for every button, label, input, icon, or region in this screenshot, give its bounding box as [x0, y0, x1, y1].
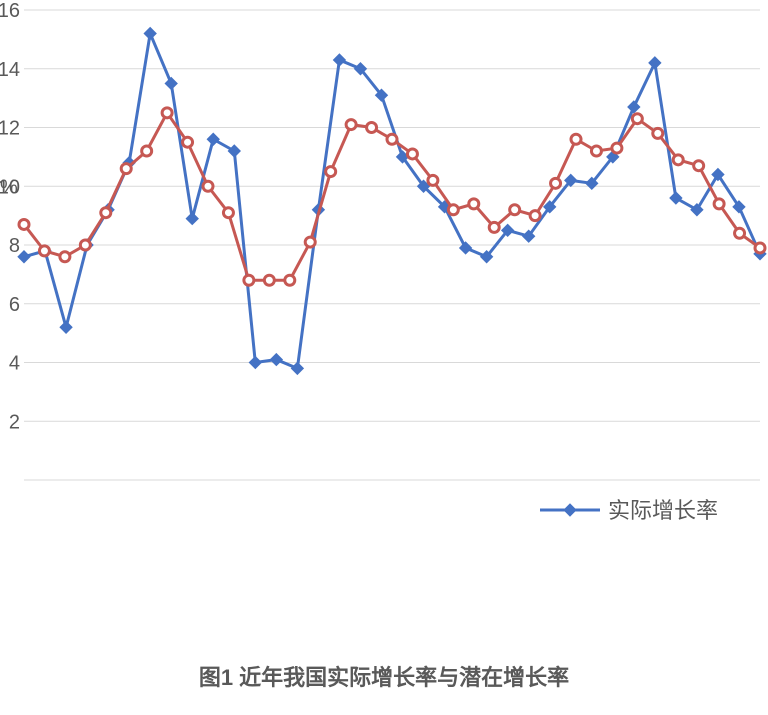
series-marker [346, 120, 356, 130]
series-marker [80, 240, 90, 250]
series-marker [285, 275, 295, 285]
chart-container: 246810121416%实际增长率潜在增长率 图1 近年我国实际增长率与潜在增… [0, 0, 768, 710]
series-marker [264, 275, 274, 285]
series-marker [387, 134, 397, 144]
series-marker [714, 199, 724, 209]
series-marker [571, 134, 581, 144]
series-marker [612, 143, 622, 153]
series-marker [735, 228, 745, 238]
series-marker [489, 222, 499, 232]
series-marker [653, 128, 663, 138]
y-tick-label: 16 [0, 0, 20, 22]
y-tick-label: 8 [9, 235, 20, 257]
y-tick-label: 2 [9, 411, 20, 433]
series-marker [469, 199, 479, 209]
legend-label: 实际增长率 [608, 498, 718, 523]
series-marker [223, 208, 233, 218]
y-tick-label: 4 [9, 353, 20, 375]
series-marker [183, 137, 193, 147]
y-tick-label: 12 [0, 118, 20, 140]
series-marker [755, 243, 765, 253]
series-marker [121, 164, 131, 174]
series-marker [162, 108, 172, 118]
series-marker [428, 175, 438, 185]
series-marker [448, 205, 458, 215]
series-marker [326, 167, 336, 177]
y-tick-label: 14 [0, 59, 20, 81]
line-chart: 246810121416%实际增长率潜在增长率 [0, 0, 768, 710]
y-axis-unit: % [0, 176, 18, 198]
series-marker [101, 208, 111, 218]
series-marker [551, 178, 561, 188]
series-marker [367, 123, 377, 133]
series-marker [244, 275, 254, 285]
series-marker [142, 146, 152, 156]
series-marker [694, 161, 704, 171]
series-marker [39, 246, 49, 256]
series-marker [591, 146, 601, 156]
series-marker [510, 205, 520, 215]
y-tick-label: 6 [9, 294, 20, 316]
series-marker [673, 155, 683, 165]
figure-caption: 图1 近年我国实际增长率与潜在增长率 [0, 660, 768, 692]
series-marker [203, 181, 213, 191]
series-marker [632, 114, 642, 124]
series-marker [19, 219, 29, 229]
series-marker [407, 149, 417, 159]
series-marker [60, 252, 70, 262]
series-marker [530, 211, 540, 221]
series-marker [305, 237, 315, 247]
